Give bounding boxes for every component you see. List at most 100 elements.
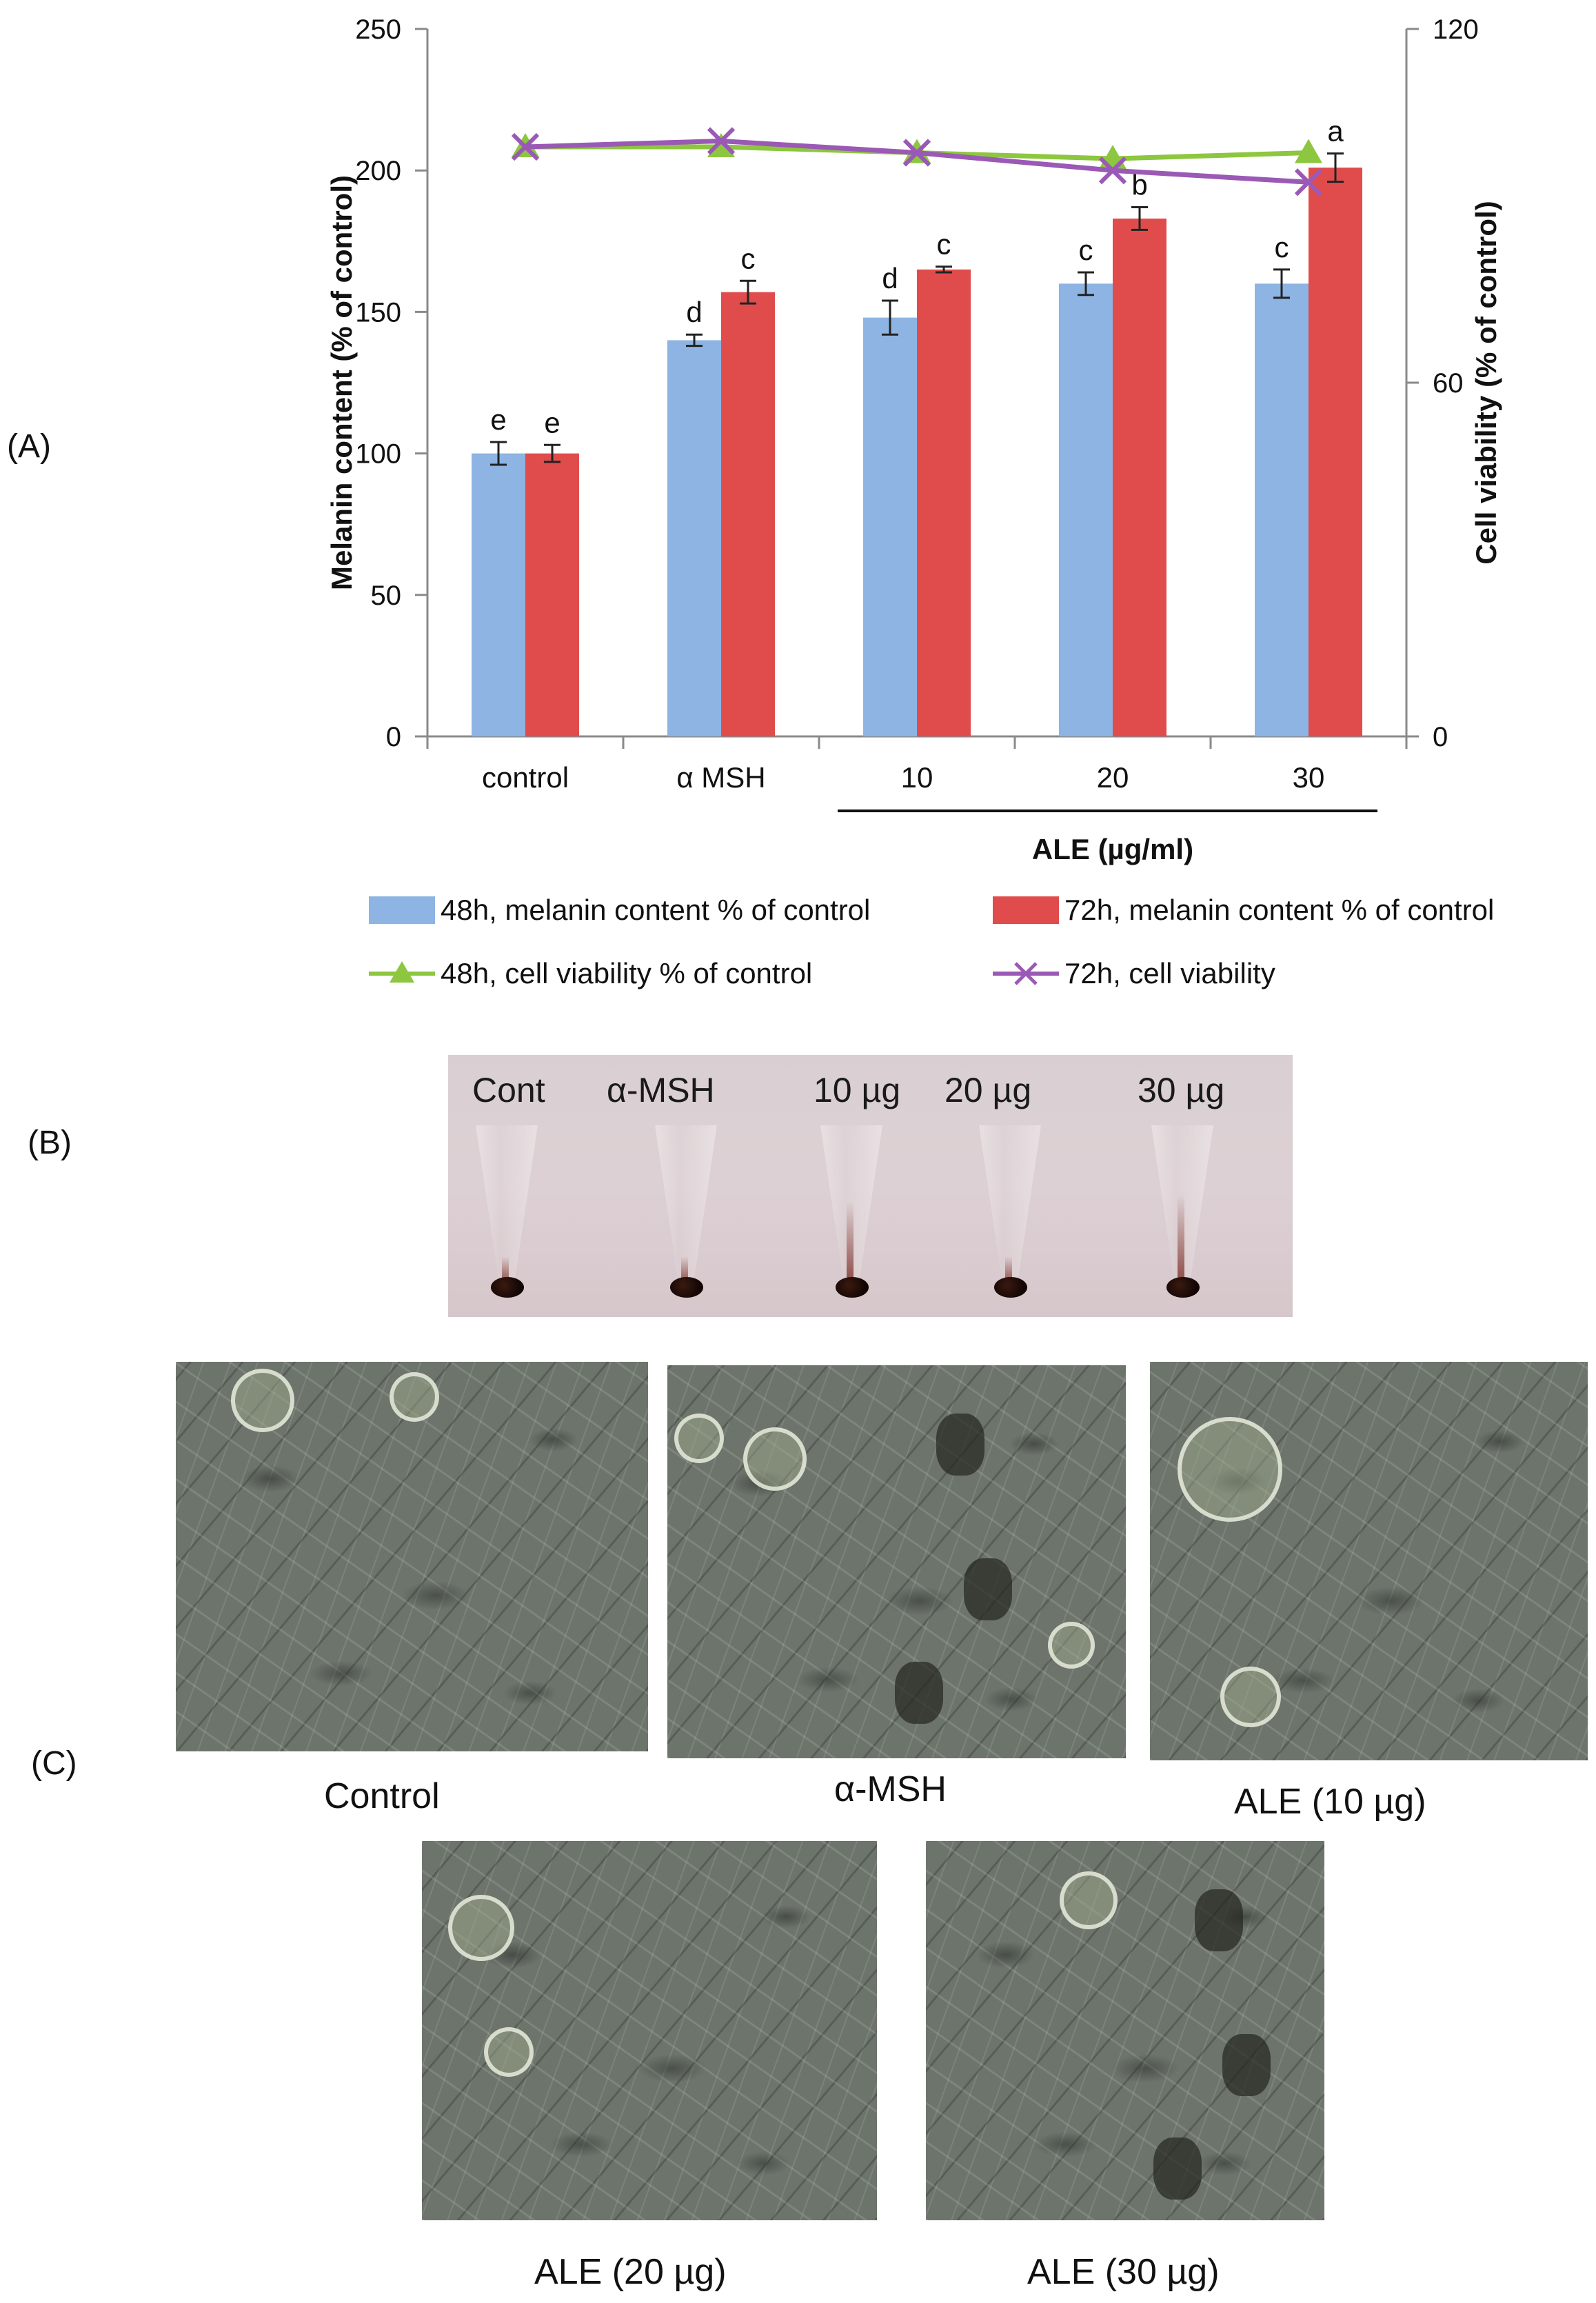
rounded-cell [674,1414,724,1463]
tube [1138,1098,1227,1305]
micrograph [176,1362,648,1751]
x-marker [707,127,736,155]
rounded-cell [390,1372,439,1422]
tube-pellet-photo: Cont α-MSH 10 µg 20 µg 30 µg [448,1055,1293,1317]
tube [462,1098,552,1305]
bar [1113,218,1166,736]
tube-label: 10 µg [814,1071,901,1109]
pellet-streak [1178,1194,1184,1284]
tube [641,1098,731,1305]
y-tick-label: 50 [371,581,402,611]
panel-label-b: (B) [28,1125,72,1161]
melanin-pellet [994,1277,1027,1298]
pigmented-cell [1153,2138,1202,2200]
legend-swatch [369,896,435,924]
group-label: ALE (µg/ml) [1032,833,1193,865]
tube [965,1098,1055,1305]
micrograph [926,1841,1324,2220]
y-tick-label: 150 [355,297,401,328]
significance-letter: c [1275,231,1289,263]
y2-axis-title: Cell viability (% of control) [1470,201,1502,564]
triangle-marker [1295,139,1322,163]
tube-label: 30 µg [1138,1071,1225,1109]
tube-label: Cont [472,1071,545,1109]
bar [525,453,579,736]
pigmented-cell [1195,1889,1243,1951]
pellet-streak [502,1256,509,1284]
bar [917,269,971,737]
pellet-streak [1005,1256,1012,1284]
rounded-cell [743,1427,807,1491]
significance-letter: c [1079,234,1093,266]
y-tick-label: 0 [386,722,401,752]
pigmented-cell [964,1558,1012,1620]
x-tick-label: 10 [901,761,933,794]
legend-marker [390,961,414,983]
micrograph-label: ALE (20 µg) [534,2252,727,2292]
y-tick-label: 200 [355,156,401,186]
bar [721,292,775,736]
rounded-cell [1220,1667,1281,1727]
rounded-cell [1178,1417,1282,1522]
x-marker [902,139,931,167]
significance-letter: c [937,228,951,261]
micrograph [1150,1362,1588,1760]
y2-tick-label: 60 [1433,368,1464,399]
legend-label: 48h, cell viability % of control [441,957,812,989]
bar [863,317,917,736]
bar [1059,283,1113,736]
legend-swatch [993,896,1059,924]
rounded-cell [1060,1871,1118,1929]
x-marker [1098,157,1127,185]
rounded-cell [484,2027,534,2077]
legend-label: 48h, melanin content % of control [441,894,870,926]
tube [807,1098,896,1305]
significance-letter: c [741,242,756,274]
legend-label: 72h, cell viability [1064,957,1275,989]
micrograph [422,1841,877,2220]
rounded-cell [1048,1622,1095,1669]
pigmented-cell [895,1662,943,1724]
legend-label: 72h, melanin content % of control [1064,894,1494,926]
x-tick-label: control [482,761,569,794]
micrograph [667,1365,1126,1758]
y-axis-title: Melanin content (% of control) [325,175,358,590]
melanin-pellet [491,1277,524,1298]
legend-marker [1014,962,1038,985]
x-marker [511,132,540,161]
y-tick-label: 100 [355,439,401,470]
pellet-streak [681,1256,688,1284]
pigmented-cell [936,1414,984,1476]
x-marker [1294,168,1323,197]
rounded-cell [231,1369,294,1432]
significance-letter: d [686,296,702,328]
x-tick-label: α MSH [676,761,765,794]
micrograph-label: α-MSH [834,1769,947,1809]
bar [472,453,525,736]
melanin-viability-chart: 0 50 100 150 200 250 0 60 120 Melanin content (% … [325,14,1502,989]
micrograph-label: Control [324,1776,440,1816]
y2-tick-label: 0 [1433,722,1448,752]
tube-label: α-MSH [607,1071,715,1109]
significance-letter: d [882,262,898,294]
bar [1255,283,1309,736]
micrograph-label: ALE (30 µg) [1027,2252,1220,2292]
micrograph-label: ALE (10 µg) [1234,1782,1426,1822]
panel-label-a: (A) [7,428,51,465]
pellet-streak [847,1201,853,1284]
melanin-pellet [1166,1277,1200,1298]
melanin-pellet [836,1277,869,1298]
significance-letter: e [544,406,560,439]
pigmented-cell [1222,2034,1271,2096]
significance-letter: b [1131,169,1147,201]
significance-letter: e [490,403,506,436]
bar [1309,168,1362,736]
x-tick-label: 20 [1097,761,1129,794]
y-tick-label: 250 [355,14,401,45]
tube-label: 20 µg [945,1071,1032,1109]
triangle-marker [707,133,735,157]
melanin-pellet [670,1277,703,1298]
panel-label-c: (C) [31,1745,77,1782]
rounded-cell [448,1895,514,1961]
y2-tick-label: 120 [1433,14,1479,45]
